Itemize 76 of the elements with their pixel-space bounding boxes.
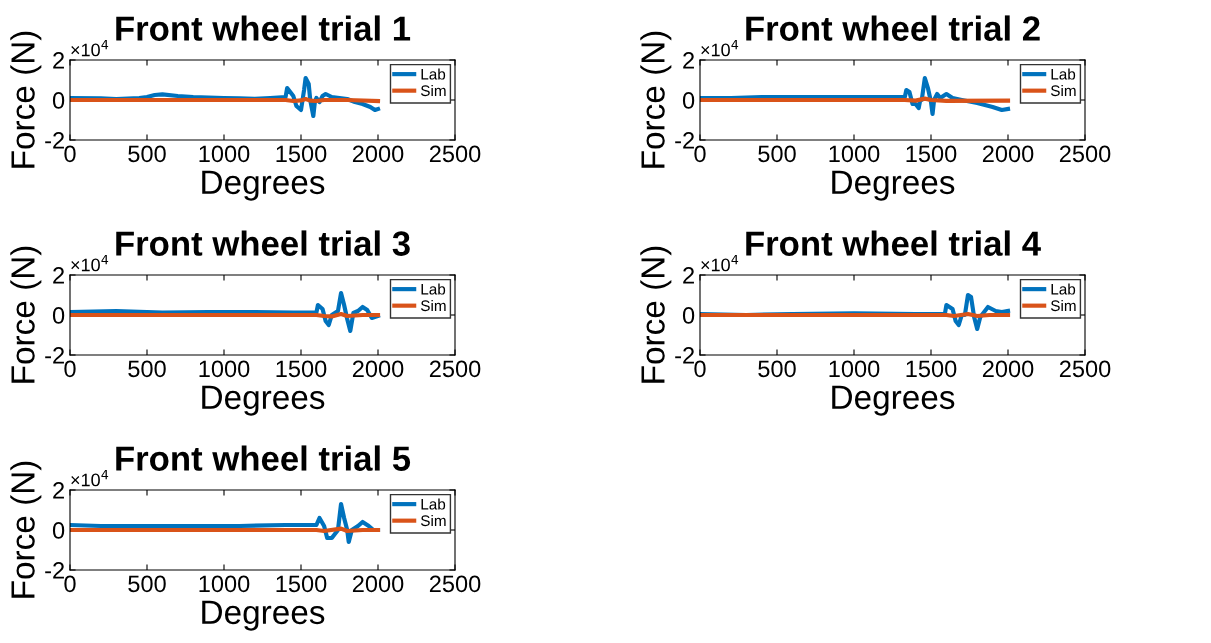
x-tick-label: 500	[128, 360, 166, 378]
x-tick-label: 2000	[982, 360, 1034, 378]
y-tick-label: -2	[45, 132, 64, 149]
x-axis-title: Degrees	[202, 170, 325, 201]
y-tick-label: 2	[53, 482, 64, 499]
x-tick-label: 2000	[982, 145, 1034, 163]
y-axis-title: Force (N)	[10, 246, 42, 383]
y-tick-label: 0	[682, 92, 695, 109]
chart-title: Front wheel trial 1	[116, 15, 411, 41]
x-tick-label: 0	[694, 145, 706, 163]
legend-label: Sim	[420, 514, 446, 527]
x-tick-label: 0	[64, 360, 76, 378]
text: ×10$^{4}$	[71, 40, 109, 57]
x-tick-label: 2500	[429, 145, 481, 163]
x-tick-label: 2500	[429, 575, 481, 593]
x-axis-title: Degrees	[202, 385, 325, 416]
x-tick-label: 2500	[429, 360, 481, 378]
x-tick-label: 1500	[276, 145, 327, 163]
y-tick-label: -2	[675, 132, 694, 149]
legend-label: Lab	[421, 283, 446, 295]
text: ×10$^{4}$	[71, 470, 109, 487]
text: ×10$^{4}$	[701, 255, 739, 272]
x-tick-label: 1000	[199, 360, 250, 378]
line-series	[70, 290, 381, 334]
x-tick-label: 500	[758, 145, 796, 163]
x-tick-label: 2000	[352, 145, 404, 163]
x-tick-label: 0	[694, 360, 706, 378]
x-axis-title: Degrees	[832, 385, 955, 416]
y-tick-label: -2	[675, 347, 694, 364]
x-tick-label: 2000	[352, 575, 404, 593]
y-tick-label: 0	[52, 92, 65, 109]
x-tick-label: 1500	[276, 575, 327, 593]
legend-label: Lab	[421, 498, 446, 510]
x-tick-label: 500	[128, 145, 166, 163]
x-tick-label: 1000	[199, 575, 250, 593]
x-tick-label: 1000	[829, 360, 880, 378]
x-tick-label: 0	[64, 575, 76, 593]
legend-label: Lab	[1051, 68, 1076, 80]
legend-label: Lab	[1051, 283, 1076, 295]
legend-label: Lab	[421, 68, 446, 80]
legend-label: Sim	[420, 84, 446, 97]
legend-label: Sim	[1050, 299, 1076, 312]
y-tick-label: 0	[52, 307, 65, 324]
chart-title: Front wheel trial 4	[746, 230, 1041, 256]
y-tick-label: 2	[53, 52, 64, 69]
chart-title: Front wheel trial 3	[116, 230, 410, 256]
y-tick-label: 2	[683, 52, 694, 69]
x-tick-label: 1000	[829, 145, 880, 163]
y-tick-label: 0	[682, 307, 695, 324]
chart-title: Front wheel trial 2	[746, 15, 1040, 41]
x-tick-label: 0	[64, 145, 76, 163]
y-tick-label: -2	[45, 562, 64, 579]
x-tick-label: 500	[758, 360, 796, 378]
x-tick-label: 1500	[906, 145, 957, 163]
y-axis-title: Force (N)	[10, 31, 42, 168]
legend-label: Sim	[420, 299, 446, 312]
legend-label: Sim	[1050, 84, 1076, 97]
y-tick-label: 2	[683, 267, 694, 284]
x-tick-label: 1500	[906, 360, 957, 378]
text: ×10$^{4}$	[701, 40, 739, 57]
chart-title: Front wheel trial 5	[116, 445, 411, 471]
x-tick-label: 2500	[1059, 360, 1111, 378]
x-tick-label: 2500	[1059, 145, 1111, 163]
x-tick-label: 500	[128, 575, 166, 593]
y-tick-label: 0	[52, 522, 65, 539]
text: ×10$^{4}$	[71, 255, 109, 272]
y-axis-title: Force (N)	[640, 31, 672, 168]
x-tick-label: 2000	[352, 360, 404, 378]
y-axis-title: Force (N)	[10, 461, 42, 598]
y-tick-label: -2	[45, 347, 64, 364]
y-tick-label: 2	[53, 267, 64, 284]
x-tick-label: 1000	[199, 145, 250, 163]
x-axis-title: Degrees	[202, 600, 325, 631]
x-axis-title: Degrees	[832, 170, 955, 201]
y-axis-title: Force (N)	[640, 246, 672, 383]
x-tick-label: 1500	[276, 360, 327, 378]
